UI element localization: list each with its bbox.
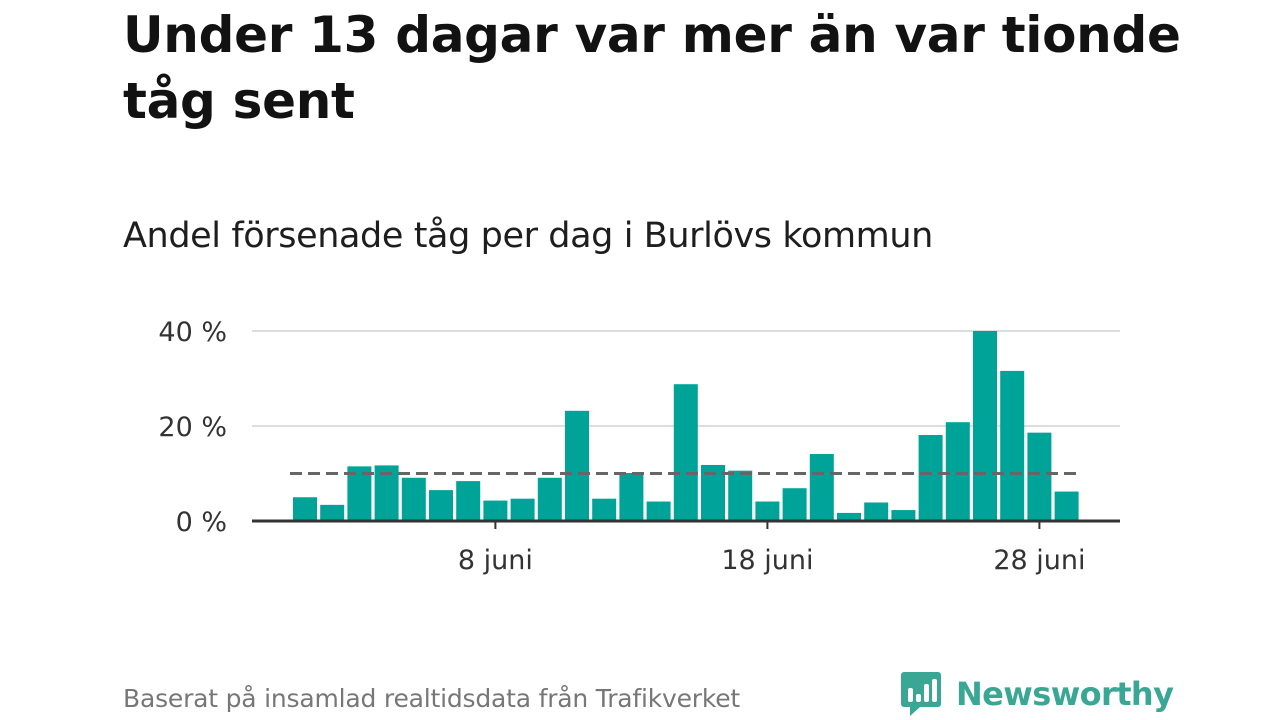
bar [945, 422, 970, 521]
y-tick-label: 40 % [158, 317, 227, 348]
x-tick-label: 18 juni [721, 545, 813, 576]
bar [619, 473, 644, 521]
bar [837, 512, 861, 521]
bar [510, 498, 535, 521]
bar [973, 331, 997, 521]
y-tick-label: 0 % [176, 507, 227, 538]
bar [755, 501, 780, 521]
bar [891, 510, 916, 521]
bar [537, 477, 562, 521]
bar [809, 454, 834, 521]
brand: Newsworthy [900, 670, 1174, 718]
newsworthy-logo-icon [901, 672, 941, 716]
bar [782, 488, 807, 521]
bar [864, 502, 889, 521]
chart-title: Under 13 dagar var mer än var tionde tåg… [123, 6, 1181, 130]
x-tick-label: 28 juni [993, 545, 1085, 576]
source-note: Baserat på insamlad realtidsdata från Tr… [123, 684, 741, 713]
chart-subtitle: Andel försenade tåg per dag i Burlövs ko… [123, 216, 933, 256]
bar [673, 384, 698, 521]
bar [483, 500, 508, 521]
bar [918, 435, 943, 521]
tick-labels: 0 % 20 % 40 % 8 juni 18 juni 28 juni [158, 317, 1085, 576]
x-axis [252, 519, 1120, 529]
brand-name: Newsworthy [956, 675, 1174, 713]
bar [429, 490, 453, 521]
bar [1000, 370, 1025, 521]
bar [646, 501, 671, 521]
bar [401, 477, 426, 521]
bar [456, 481, 481, 521]
bar [592, 498, 617, 521]
y-tick-label: 20 % [158, 412, 227, 443]
x-tick-label: 8 juni [458, 545, 533, 576]
bar [347, 466, 372, 521]
bar [320, 504, 345, 521]
bar [293, 497, 317, 521]
bar [728, 470, 753, 521]
bar [1027, 432, 1052, 521]
bars [293, 331, 1079, 521]
bar [565, 410, 589, 521]
bar [1054, 491, 1079, 521]
